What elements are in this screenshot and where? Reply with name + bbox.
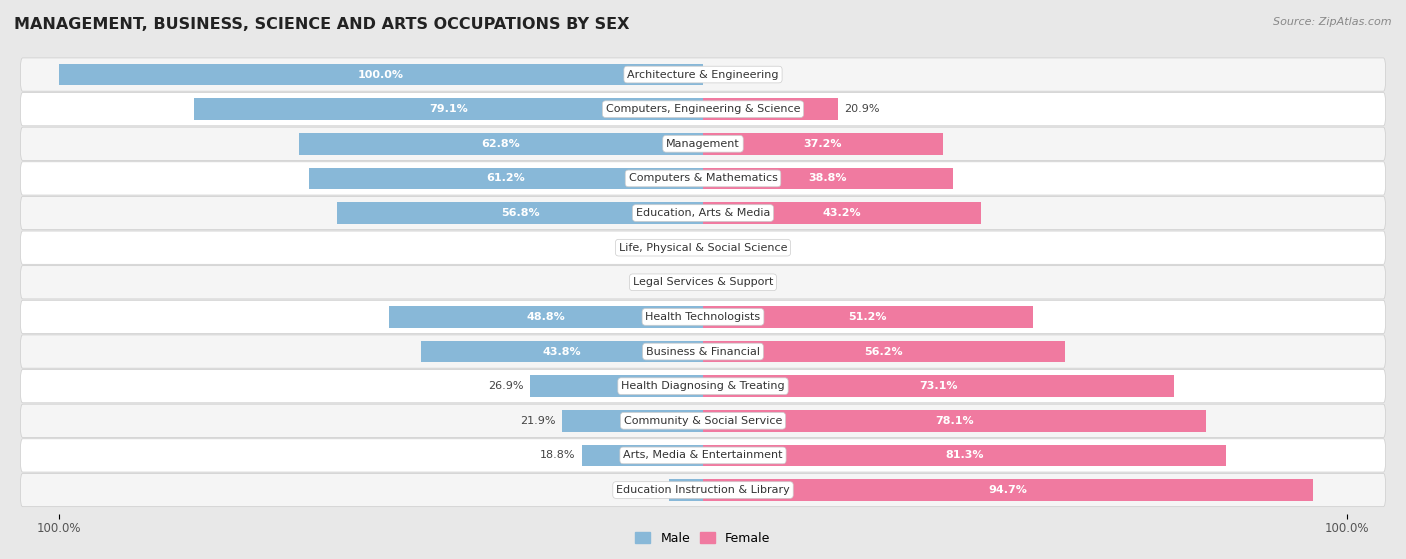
Text: 0.0%: 0.0% (665, 277, 693, 287)
Bar (59, 64, 703, 86)
Bar (669, 479, 703, 501)
Text: Education Instruction & Library: Education Instruction & Library (616, 485, 790, 495)
Bar (337, 202, 703, 224)
FancyBboxPatch shape (20, 196, 1386, 230)
Bar (703, 479, 1313, 501)
Bar (703, 98, 838, 120)
Text: 61.2%: 61.2% (486, 173, 526, 183)
Text: 0.0%: 0.0% (713, 277, 741, 287)
Text: 94.7%: 94.7% (988, 485, 1028, 495)
Bar (703, 202, 981, 224)
Text: 18.8%: 18.8% (540, 451, 575, 461)
Bar (309, 168, 703, 189)
Text: Legal Services & Support: Legal Services & Support (633, 277, 773, 287)
Bar (703, 410, 1206, 432)
Text: Education, Arts & Media: Education, Arts & Media (636, 208, 770, 218)
FancyBboxPatch shape (20, 300, 1386, 334)
Text: Computers, Engineering & Science: Computers, Engineering & Science (606, 104, 800, 114)
Bar (582, 445, 703, 466)
Text: Arts, Media & Entertainment: Arts, Media & Entertainment (623, 451, 783, 461)
Legend: Male, Female: Male, Female (630, 527, 776, 550)
Text: 43.2%: 43.2% (823, 208, 862, 218)
FancyBboxPatch shape (20, 162, 1386, 195)
Bar (298, 133, 703, 154)
Bar (703, 168, 953, 189)
Bar (530, 376, 703, 397)
Text: 100.0%: 100.0% (359, 69, 404, 79)
Bar (703, 445, 1226, 466)
FancyBboxPatch shape (20, 439, 1386, 472)
Bar (703, 376, 1174, 397)
FancyBboxPatch shape (20, 231, 1386, 264)
Text: 73.1%: 73.1% (920, 381, 957, 391)
Text: 78.1%: 78.1% (935, 416, 974, 426)
Text: 56.8%: 56.8% (501, 208, 540, 218)
Text: 37.2%: 37.2% (803, 139, 842, 149)
Bar (389, 306, 703, 328)
Bar (703, 306, 1032, 328)
FancyBboxPatch shape (20, 266, 1386, 299)
Text: 21.9%: 21.9% (520, 416, 555, 426)
Text: 81.3%: 81.3% (945, 451, 984, 461)
Text: 0.0%: 0.0% (665, 243, 693, 253)
Text: 43.8%: 43.8% (543, 347, 581, 357)
FancyBboxPatch shape (20, 335, 1386, 368)
Text: Health Diagnosing & Treating: Health Diagnosing & Treating (621, 381, 785, 391)
Bar (420, 341, 703, 362)
FancyBboxPatch shape (20, 93, 1386, 126)
FancyBboxPatch shape (20, 369, 1386, 403)
Text: 62.8%: 62.8% (481, 139, 520, 149)
Text: Health Technologists: Health Technologists (645, 312, 761, 322)
Bar (562, 410, 703, 432)
Text: Community & Social Service: Community & Social Service (624, 416, 782, 426)
Bar (703, 341, 1064, 362)
Text: Computers & Mathematics: Computers & Mathematics (628, 173, 778, 183)
Text: Life, Physical & Social Science: Life, Physical & Social Science (619, 243, 787, 253)
Bar (703, 133, 942, 154)
Bar (194, 98, 703, 120)
Text: MANAGEMENT, BUSINESS, SCIENCE AND ARTS OCCUPATIONS BY SEX: MANAGEMENT, BUSINESS, SCIENCE AND ARTS O… (14, 17, 630, 32)
FancyBboxPatch shape (20, 473, 1386, 506)
Text: 48.8%: 48.8% (526, 312, 565, 322)
FancyBboxPatch shape (20, 58, 1386, 91)
Text: Management: Management (666, 139, 740, 149)
Text: 5.3%: 5.3% (634, 485, 662, 495)
Text: Business & Financial: Business & Financial (645, 347, 761, 357)
FancyBboxPatch shape (20, 127, 1386, 160)
Text: 0.0%: 0.0% (713, 243, 741, 253)
Text: Source: ZipAtlas.com: Source: ZipAtlas.com (1274, 17, 1392, 27)
Text: 20.9%: 20.9% (844, 104, 880, 114)
Text: 51.2%: 51.2% (849, 312, 887, 322)
Text: 26.9%: 26.9% (488, 381, 523, 391)
Text: 56.2%: 56.2% (865, 347, 903, 357)
Text: 79.1%: 79.1% (429, 104, 468, 114)
Text: Architecture & Engineering: Architecture & Engineering (627, 69, 779, 79)
Text: 0.0%: 0.0% (713, 69, 741, 79)
Text: 38.8%: 38.8% (808, 173, 848, 183)
FancyBboxPatch shape (20, 404, 1386, 437)
